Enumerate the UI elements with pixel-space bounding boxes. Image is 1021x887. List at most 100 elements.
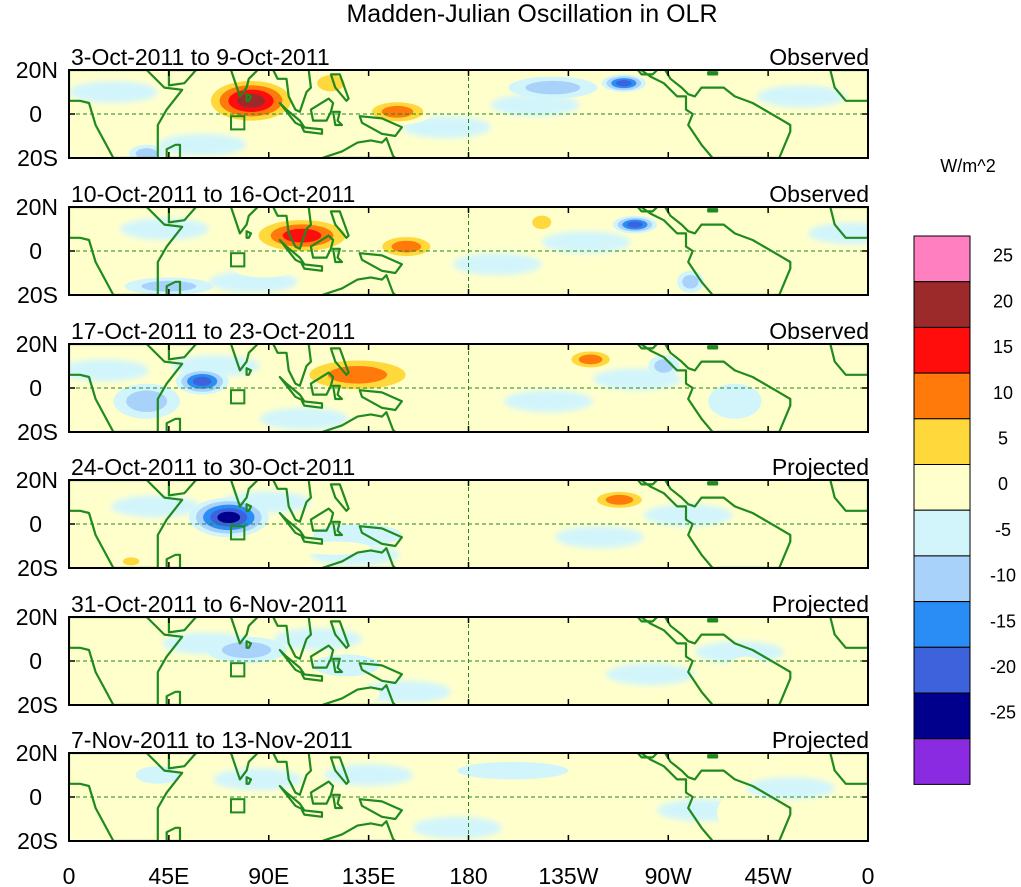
coastline	[309, 234, 335, 259]
colorbar-swatch	[913, 464, 971, 511]
coastline	[636, 207, 792, 295]
weak-anomaly-patch	[120, 218, 209, 240]
coastline	[167, 207, 199, 224]
y-tick-label: 0	[29, 648, 42, 674]
coastline	[278, 648, 306, 676]
anomaly-band	[335, 685, 380, 703]
coastline	[69, 70, 184, 158]
coastline	[69, 207, 184, 295]
coastline	[829, 207, 868, 239]
coastlines	[69, 344, 868, 432]
weak-anomaly-patch	[273, 628, 362, 650]
coastline	[69, 480, 184, 568]
coastline	[636, 617, 792, 705]
reference-box	[230, 389, 246, 405]
coastline	[329, 73, 350, 102]
y-tick-label: 0	[29, 101, 42, 127]
anomaly-field	[69, 480, 868, 568]
anomaly-blob	[117, 554, 145, 568]
anomaly-band	[708, 383, 762, 419]
colorbar-level-label: 20	[993, 291, 1013, 311]
coastline	[245, 640, 253, 649]
coastline	[278, 101, 306, 129]
anomaly-band	[682, 275, 699, 289]
y-tick-label: 20N	[16, 331, 58, 357]
anomaly-blob	[626, 628, 689, 650]
coastline	[229, 753, 312, 796]
coastline	[358, 389, 403, 412]
colorbar-swatch	[913, 372, 971, 420]
colorbar-swatch	[913, 601, 971, 648]
anomaly-band	[231, 821, 285, 839]
x-tick-label: 90W	[645, 863, 693, 887]
panel-3: 20N 0 20S 17-Oct-2011 to 23-Oct-2011 Observe…	[16, 318, 869, 445]
weak-anomaly-patch	[259, 407, 349, 430]
y-tick-label: 0	[29, 238, 42, 264]
anomaly-band	[233, 259, 296, 278]
anomaly-blob	[246, 215, 358, 256]
coastline	[300, 536, 324, 545]
y-tick-label: 20S	[17, 692, 58, 718]
panel-date-range: 3-Oct-2011 to 9-Oct-2011	[71, 44, 330, 70]
coastline	[332, 657, 344, 674]
colorbar-swatch	[913, 509, 971, 557]
coastline	[229, 480, 312, 523]
anomaly-blob	[508, 76, 598, 99]
anomaly-band	[605, 494, 634, 505]
panel-date-range: 7-Nov-2011 to 13-Nov-2011	[71, 727, 353, 753]
coastline	[165, 143, 182, 158]
colorbar-level-label: 10	[993, 383, 1013, 403]
coastline	[329, 620, 350, 649]
colorbar-level-label: 0	[998, 474, 1008, 494]
panel-4: 20N 0 20S 24-Oct-2011 to 30-Oct-2011 Project…	[16, 454, 869, 581]
x-tick-label: 45E	[148, 863, 189, 887]
colorbar-level-label: -5	[995, 520, 1011, 540]
anomaly-blob	[723, 656, 769, 692]
coastline	[636, 480, 792, 568]
coastlines	[69, 207, 868, 295]
weak-anomaly-patch	[643, 504, 733, 527]
panel-date-range: 10-Oct-2011 to 16-Oct-2011	[71, 181, 355, 207]
reference-box	[230, 662, 246, 678]
y-tick-label: 20N	[16, 740, 58, 766]
reference-box	[230, 252, 246, 268]
coastline	[229, 207, 312, 250]
weak-anomaly-patch	[504, 390, 593, 413]
panel-kind: Observed	[769, 44, 869, 70]
coastline	[329, 483, 350, 512]
anomaly-band	[237, 93, 265, 108]
coastline	[332, 520, 344, 537]
anomaly-blob	[188, 497, 269, 538]
coastline	[829, 480, 868, 512]
anomaly-band	[221, 641, 272, 659]
coastline	[829, 70, 868, 102]
colorbar-swatch	[913, 418, 971, 465]
colorbar-level-label: 15	[993, 337, 1013, 357]
coastline	[300, 809, 324, 818]
coastline	[332, 793, 344, 810]
anomaly-band	[217, 511, 241, 524]
panel-kind: Projected	[772, 454, 869, 480]
y-tick-label: 20N	[16, 194, 58, 220]
panel-6: 20N 0 20S 7-Nov-2011 to 13-Nov-2011 Projecte…	[16, 727, 869, 854]
colorbar-swatch	[913, 235, 971, 283]
coastline	[229, 70, 312, 113]
anomaly-band	[122, 557, 140, 566]
coastline	[707, 208, 719, 213]
x-tick-label: 0	[862, 863, 875, 887]
colorbar-units: W/m^2	[940, 156, 995, 176]
coastline	[329, 347, 350, 376]
coastline	[358, 662, 403, 685]
anomaly-band	[299, 541, 371, 555]
anomaly-blob	[563, 348, 618, 371]
anomaly-band	[457, 761, 569, 780]
x-tick-label: 135W	[538, 863, 598, 887]
y-tick-label: 20N	[16, 57, 58, 83]
coastline	[358, 525, 403, 548]
coastline	[329, 210, 350, 239]
coastline	[167, 70, 199, 87]
y-tick-label: 0	[29, 511, 42, 537]
reference-box	[230, 525, 246, 541]
anomaly-blob	[175, 368, 229, 395]
